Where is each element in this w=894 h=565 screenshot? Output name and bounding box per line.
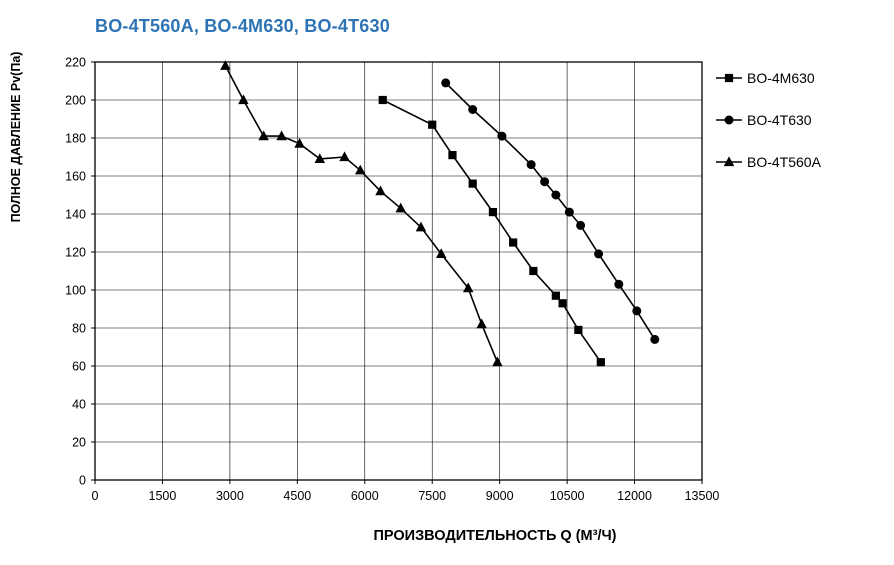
triangle-marker <box>462 282 474 293</box>
circle-marker <box>468 105 478 114</box>
y-tick-label: 200 <box>65 94 86 108</box>
circle-marker <box>441 78 451 88</box>
triangle-marker <box>375 185 386 196</box>
y-tick-label: 140 <box>65 208 86 222</box>
x-tick-label: 3000 <box>216 489 244 503</box>
legend-label: BO-4M630 <box>747 70 815 86</box>
square-marker <box>468 179 477 188</box>
circle-marker <box>564 207 574 217</box>
series-BO-4T630 <box>441 78 660 344</box>
square-marker <box>378 95 387 105</box>
x-tick-label: 13500 <box>685 489 720 503</box>
series-line <box>445 82 656 340</box>
x-tick-label: 4500 <box>283 489 311 503</box>
triangle-marker <box>415 221 427 232</box>
triangle-marker-legend <box>723 156 735 167</box>
x-tick-label: 7500 <box>418 489 446 503</box>
y-tick-label: 20 <box>72 436 86 450</box>
triangle-marker <box>294 138 305 148</box>
circle-marker <box>614 279 624 289</box>
y-tick-label: 100 <box>65 284 86 298</box>
y-tick-label: 160 <box>65 170 86 184</box>
circle-marker <box>576 220 586 230</box>
legend-label: BO-4T630 <box>747 112 812 128</box>
triangle-marker <box>339 151 350 162</box>
x-tick-label: 10500 <box>550 489 585 503</box>
triangle-marker <box>220 60 231 70</box>
triangle-marker <box>314 153 326 163</box>
square-marker <box>428 120 437 129</box>
circle-marker-legend <box>724 115 734 125</box>
y-tick-label: 180 <box>65 132 86 146</box>
legend-entry-BO-4M630: BO-4M630 <box>716 70 815 86</box>
circle-marker <box>594 249 604 259</box>
x-tick-label: 6000 <box>351 489 379 503</box>
triangle-marker <box>355 164 366 175</box>
square-marker <box>448 151 457 160</box>
square-marker <box>596 358 605 367</box>
triangle-marker <box>258 130 269 141</box>
y-tick-label: 0 <box>79 474 86 488</box>
square-marker <box>488 208 498 217</box>
triangle-marker <box>435 248 447 258</box>
x-tick-label: 12000 <box>617 489 652 503</box>
x-tick-label: 9000 <box>486 489 514 503</box>
chart-title: BO-4T560A, BO-4M630, BO-4T630 <box>95 16 390 36</box>
x-tick-label: 1500 <box>149 489 177 503</box>
circle-marker <box>526 160 536 170</box>
circle-marker <box>632 306 642 316</box>
y-tick-label: 60 <box>72 360 86 374</box>
circle-marker <box>497 131 507 141</box>
legend-entry-BO-4T560A: BO-4T560A <box>716 154 822 170</box>
triangle-marker <box>476 318 487 329</box>
y-tick-label: 220 <box>65 56 86 70</box>
triangle-marker <box>238 94 249 105</box>
x-tick-label: 0 <box>92 489 99 503</box>
x-axis-title: ПРОИЗВОДИТЕЛЬНОСТЬ Q (М³/Ч) <box>373 528 616 544</box>
legend: BO-4M630 BO-4T630 BO-4T560A <box>716 70 822 170</box>
legend-entry-BO-4T630: BO-4T630 <box>716 112 812 128</box>
triangle-marker <box>276 130 287 141</box>
y-tick-label: 40 <box>72 398 86 412</box>
series-BO-4M630 <box>378 95 605 367</box>
square-marker <box>558 299 567 308</box>
series-BO-4T560A <box>220 60 503 367</box>
plot-border <box>94 61 703 481</box>
triangle-marker <box>395 202 406 213</box>
square-marker <box>529 266 538 276</box>
square-marker <box>509 238 518 247</box>
circle-marker <box>540 177 550 187</box>
circle-marker <box>650 334 660 344</box>
square-marker <box>574 325 583 334</box>
y-tick-label: 120 <box>65 246 86 260</box>
circle-marker <box>551 190 561 200</box>
legend-label: BO-4T560A <box>747 154 822 170</box>
y-tick-label: 80 <box>72 322 86 336</box>
square-marker-legend <box>724 73 734 83</box>
series-line <box>382 99 602 363</box>
square-marker <box>551 291 560 300</box>
triangle-marker <box>492 356 503 367</box>
y-axis-title: ПОЛНОЕ ДАВЛЕНИЕ Pv(Па) <box>9 52 23 223</box>
